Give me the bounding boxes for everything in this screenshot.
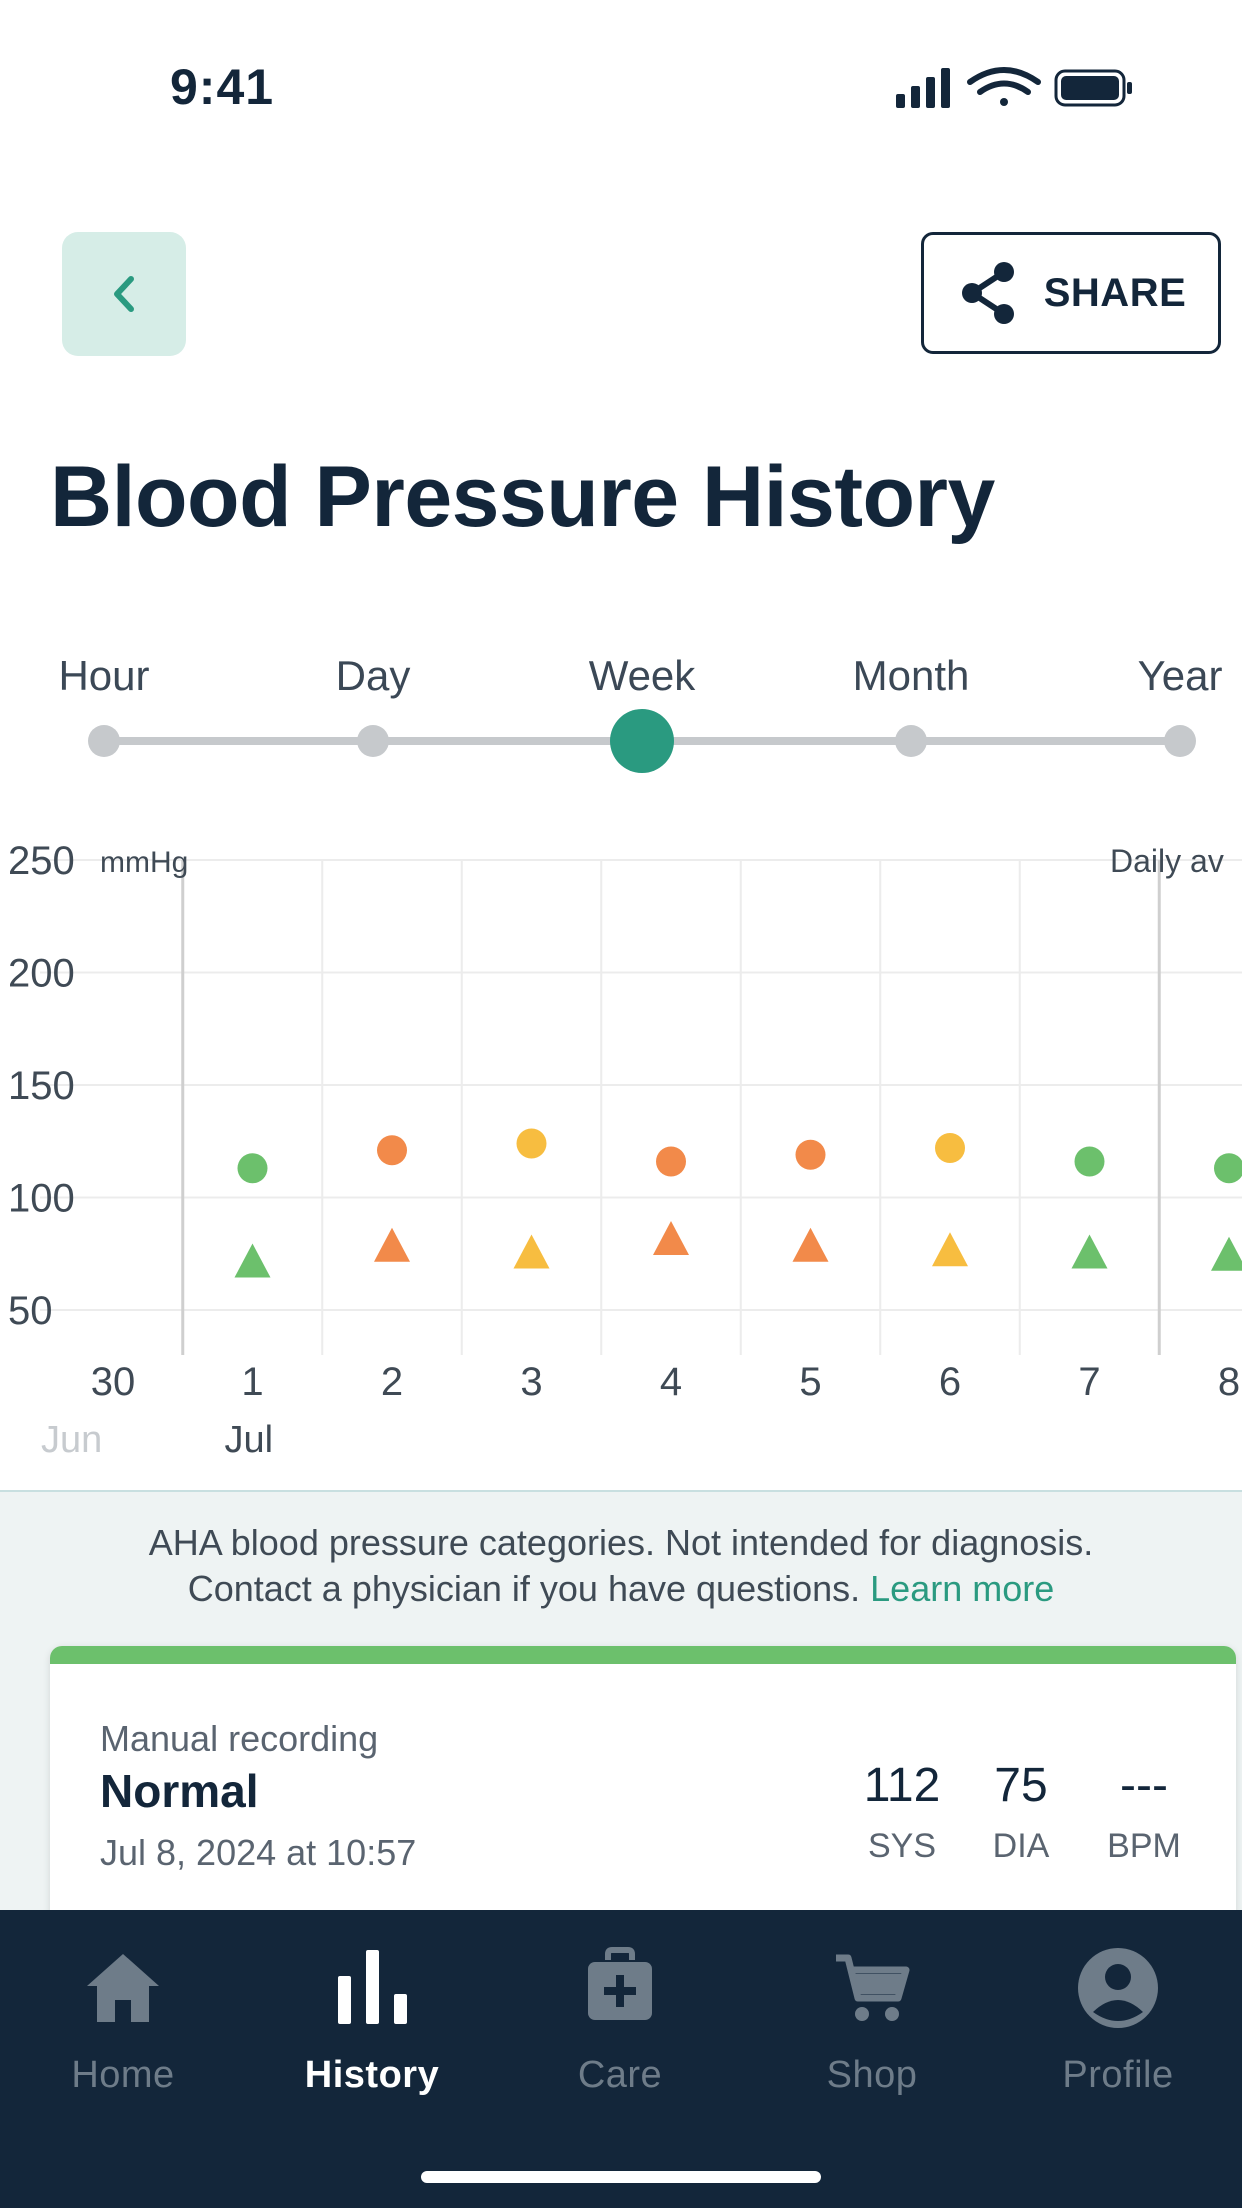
sys-point <box>1074 1146 1105 1177</box>
x-tick-label: 3 <box>520 1360 542 1404</box>
chevron-left-icon <box>114 276 134 312</box>
dia-point <box>374 1227 410 1262</box>
x-tick-label: 7 <box>1078 1360 1100 1404</box>
month-label: Jul <box>225 1419 274 1461</box>
sys-point <box>1214 1153 1242 1184</box>
range-option-week[interactable]: Week <box>588 652 696 699</box>
y-tick-label: 150 <box>8 1064 75 1108</box>
x-tick-label: 30 <box>91 1360 136 1404</box>
x-tick-label: 2 <box>381 1360 403 1404</box>
x-tick-label: 5 <box>799 1360 821 1404</box>
range-stop-day[interactable] <box>357 725 389 757</box>
metric-value: --- <box>1120 1759 1168 1812</box>
reading-status: Normal <box>100 1765 259 1817</box>
nav-label: Profile <box>1062 2054 1174 2096</box>
metric-unit: DIA <box>992 1827 1050 1865</box>
metric-value: 112 <box>863 1759 941 1812</box>
daily-average-label: Daily av <box>1110 843 1224 879</box>
nav-label: Shop <box>826 2054 918 2096</box>
y-tick-label: 50 <box>8 1289 53 1333</box>
profile-icon <box>1078 1948 1158 2028</box>
history-icon <box>338 1950 407 2024</box>
dia-point <box>513 1234 550 1269</box>
home-icon <box>87 1954 159 2022</box>
back-button[interactable] <box>62 232 186 356</box>
nav-label: Home <box>71 2054 175 2096</box>
nav-label: History <box>304 2054 440 2096</box>
status-color-bar <box>50 1646 1236 1664</box>
status-icons <box>896 67 1132 108</box>
x-tick-label: 4 <box>660 1360 682 1404</box>
month-label: Jun <box>41 1419 102 1461</box>
metric-value: 75 <box>994 1759 1048 1812</box>
status-time: 9:41 <box>170 59 275 115</box>
dia-point <box>932 1232 968 1267</box>
range-option-day[interactable]: Day <box>335 652 411 699</box>
range-stop-year[interactable] <box>1164 725 1196 757</box>
y-tick-label: 250 <box>8 839 75 883</box>
nav-item-profile[interactable]: Profile <box>1008 1942 1228 2097</box>
y-tick-label: 100 <box>8 1177 75 1221</box>
y-tick-label: 200 <box>8 952 75 996</box>
range-option-hour[interactable]: Hour <box>58 652 150 699</box>
share-label: SHARE <box>1043 270 1187 315</box>
nav-label: Care <box>577 2054 663 2096</box>
dia-point <box>1211 1236 1242 1271</box>
sys-point <box>237 1153 268 1184</box>
metric-unit: SYS <box>867 1827 937 1865</box>
sys-point <box>516 1128 547 1159</box>
metric-bpm: --- BPM <box>1074 1758 1214 1866</box>
shop-icon <box>836 1954 910 2021</box>
range-handle[interactable] <box>610 709 674 773</box>
dia-point <box>792 1227 829 1262</box>
y-axis-unit: mmHg <box>100 846 188 879</box>
blood-pressure-chart[interactable]: 250 200 150 100 50 mmHg Daily av 30 1 2 3 4 5 6 7 8 Jun J… <box>0 830 1242 1470</box>
nav-item-history[interactable]: History <box>262 1942 482 2097</box>
battery-icon <box>1054 69 1132 107</box>
sys-point <box>377 1135 407 1166</box>
reading-date: Jul 8, 2024 at 10:57 <box>100 1832 417 1873</box>
bottom-nav <box>0 1910 1242 2208</box>
x-tick-label: 8 <box>1218 1360 1240 1404</box>
home-indicator <box>421 2171 821 2183</box>
learn-more-link[interactable]: Learn more <box>870 1568 1055 1609</box>
disclaimer-line-1: AHA blood pressure categories. Not inten… <box>148 1522 1094 1563</box>
sys-point <box>656 1146 686 1177</box>
range-option-year[interactable]: Year <box>1137 652 1223 699</box>
x-tick-label: 6 <box>939 1360 961 1404</box>
x-tick-label: 1 <box>241 1360 263 1404</box>
nav-item-shop[interactable]: Shop <box>762 1942 982 2097</box>
nav-item-home[interactable]: Home <box>13 1942 233 2097</box>
care-icon <box>588 1947 652 2020</box>
page-title: Blood Pressure History <box>50 449 995 545</box>
range-stop-hour[interactable] <box>88 725 120 757</box>
dia-point <box>1071 1234 1108 1269</box>
cellular-signal-icon <box>896 68 950 108</box>
metric-unit: BPM <box>1107 1827 1181 1865</box>
sys-point <box>935 1133 965 1163</box>
dia-point <box>234 1243 271 1278</box>
recording-type: Manual recording <box>100 1718 379 1759</box>
wifi-icon <box>967 67 1041 106</box>
metric-dia: 75 DIA <box>951 1758 1091 1866</box>
share-icon <box>961 262 1014 324</box>
share-button[interactable]: SHARE <box>921 232 1221 354</box>
metric-sys: 112 SYS <box>832 1758 972 1866</box>
nav-item-care[interactable]: Care <box>510 1942 730 2097</box>
disclaimer: AHA blood pressure categories. Not inten… <box>0 1520 1242 1612</box>
sys-point <box>795 1139 826 1170</box>
range-stop-month[interactable] <box>895 725 927 757</box>
dia-point <box>653 1221 689 1255</box>
disclaimer-line-2: Contact a physician if you have question… <box>187 1568 861 1609</box>
range-option-month[interactable]: Month <box>852 652 970 699</box>
